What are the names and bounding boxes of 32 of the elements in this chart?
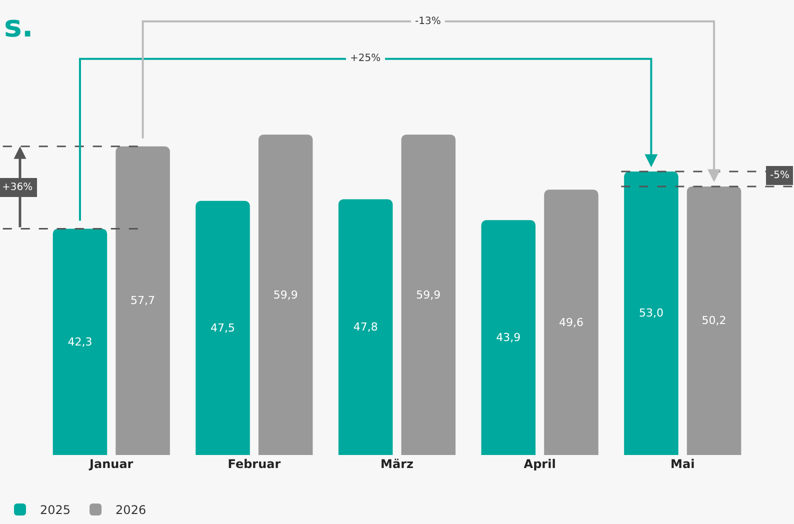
bar (544, 190, 598, 455)
legend-label: 2026 (116, 503, 146, 518)
bar (686, 186, 742, 455)
x-tick-label: Februar (228, 457, 281, 471)
chart-title: s. (4, 10, 34, 45)
x-tick-label: Mai (670, 457, 695, 471)
data-label: 49,6 (558, 316, 584, 329)
bar (52, 228, 108, 455)
data-label: 47,5 (210, 321, 236, 334)
bar (401, 134, 456, 455)
bar (196, 200, 250, 455)
data-label: 59,9 (273, 288, 298, 302)
x-tick-label: März (380, 457, 414, 471)
data-label: 42,3 (68, 335, 92, 348)
bar (481, 220, 536, 455)
x-tick-label: Januar (88, 457, 134, 471)
data-label: 50,2 (702, 314, 726, 328)
text: -13% (415, 16, 441, 27)
data-label: 57,7 (130, 294, 156, 308)
text: +36% (2, 182, 33, 193)
bar (116, 146, 170, 455)
data-label: 59,9 (416, 288, 441, 302)
data-label: 53,0 (638, 306, 664, 320)
data-label: 43,9 (496, 331, 521, 344)
text: -5% (770, 170, 790, 181)
legend-label: 2025 (40, 503, 71, 518)
bar (338, 199, 393, 455)
data-label: 47,8 (353, 320, 378, 334)
bar (258, 134, 313, 455)
x-tick-label: April (524, 457, 556, 471)
text: +25% (350, 53, 381, 64)
bar (624, 171, 678, 455)
